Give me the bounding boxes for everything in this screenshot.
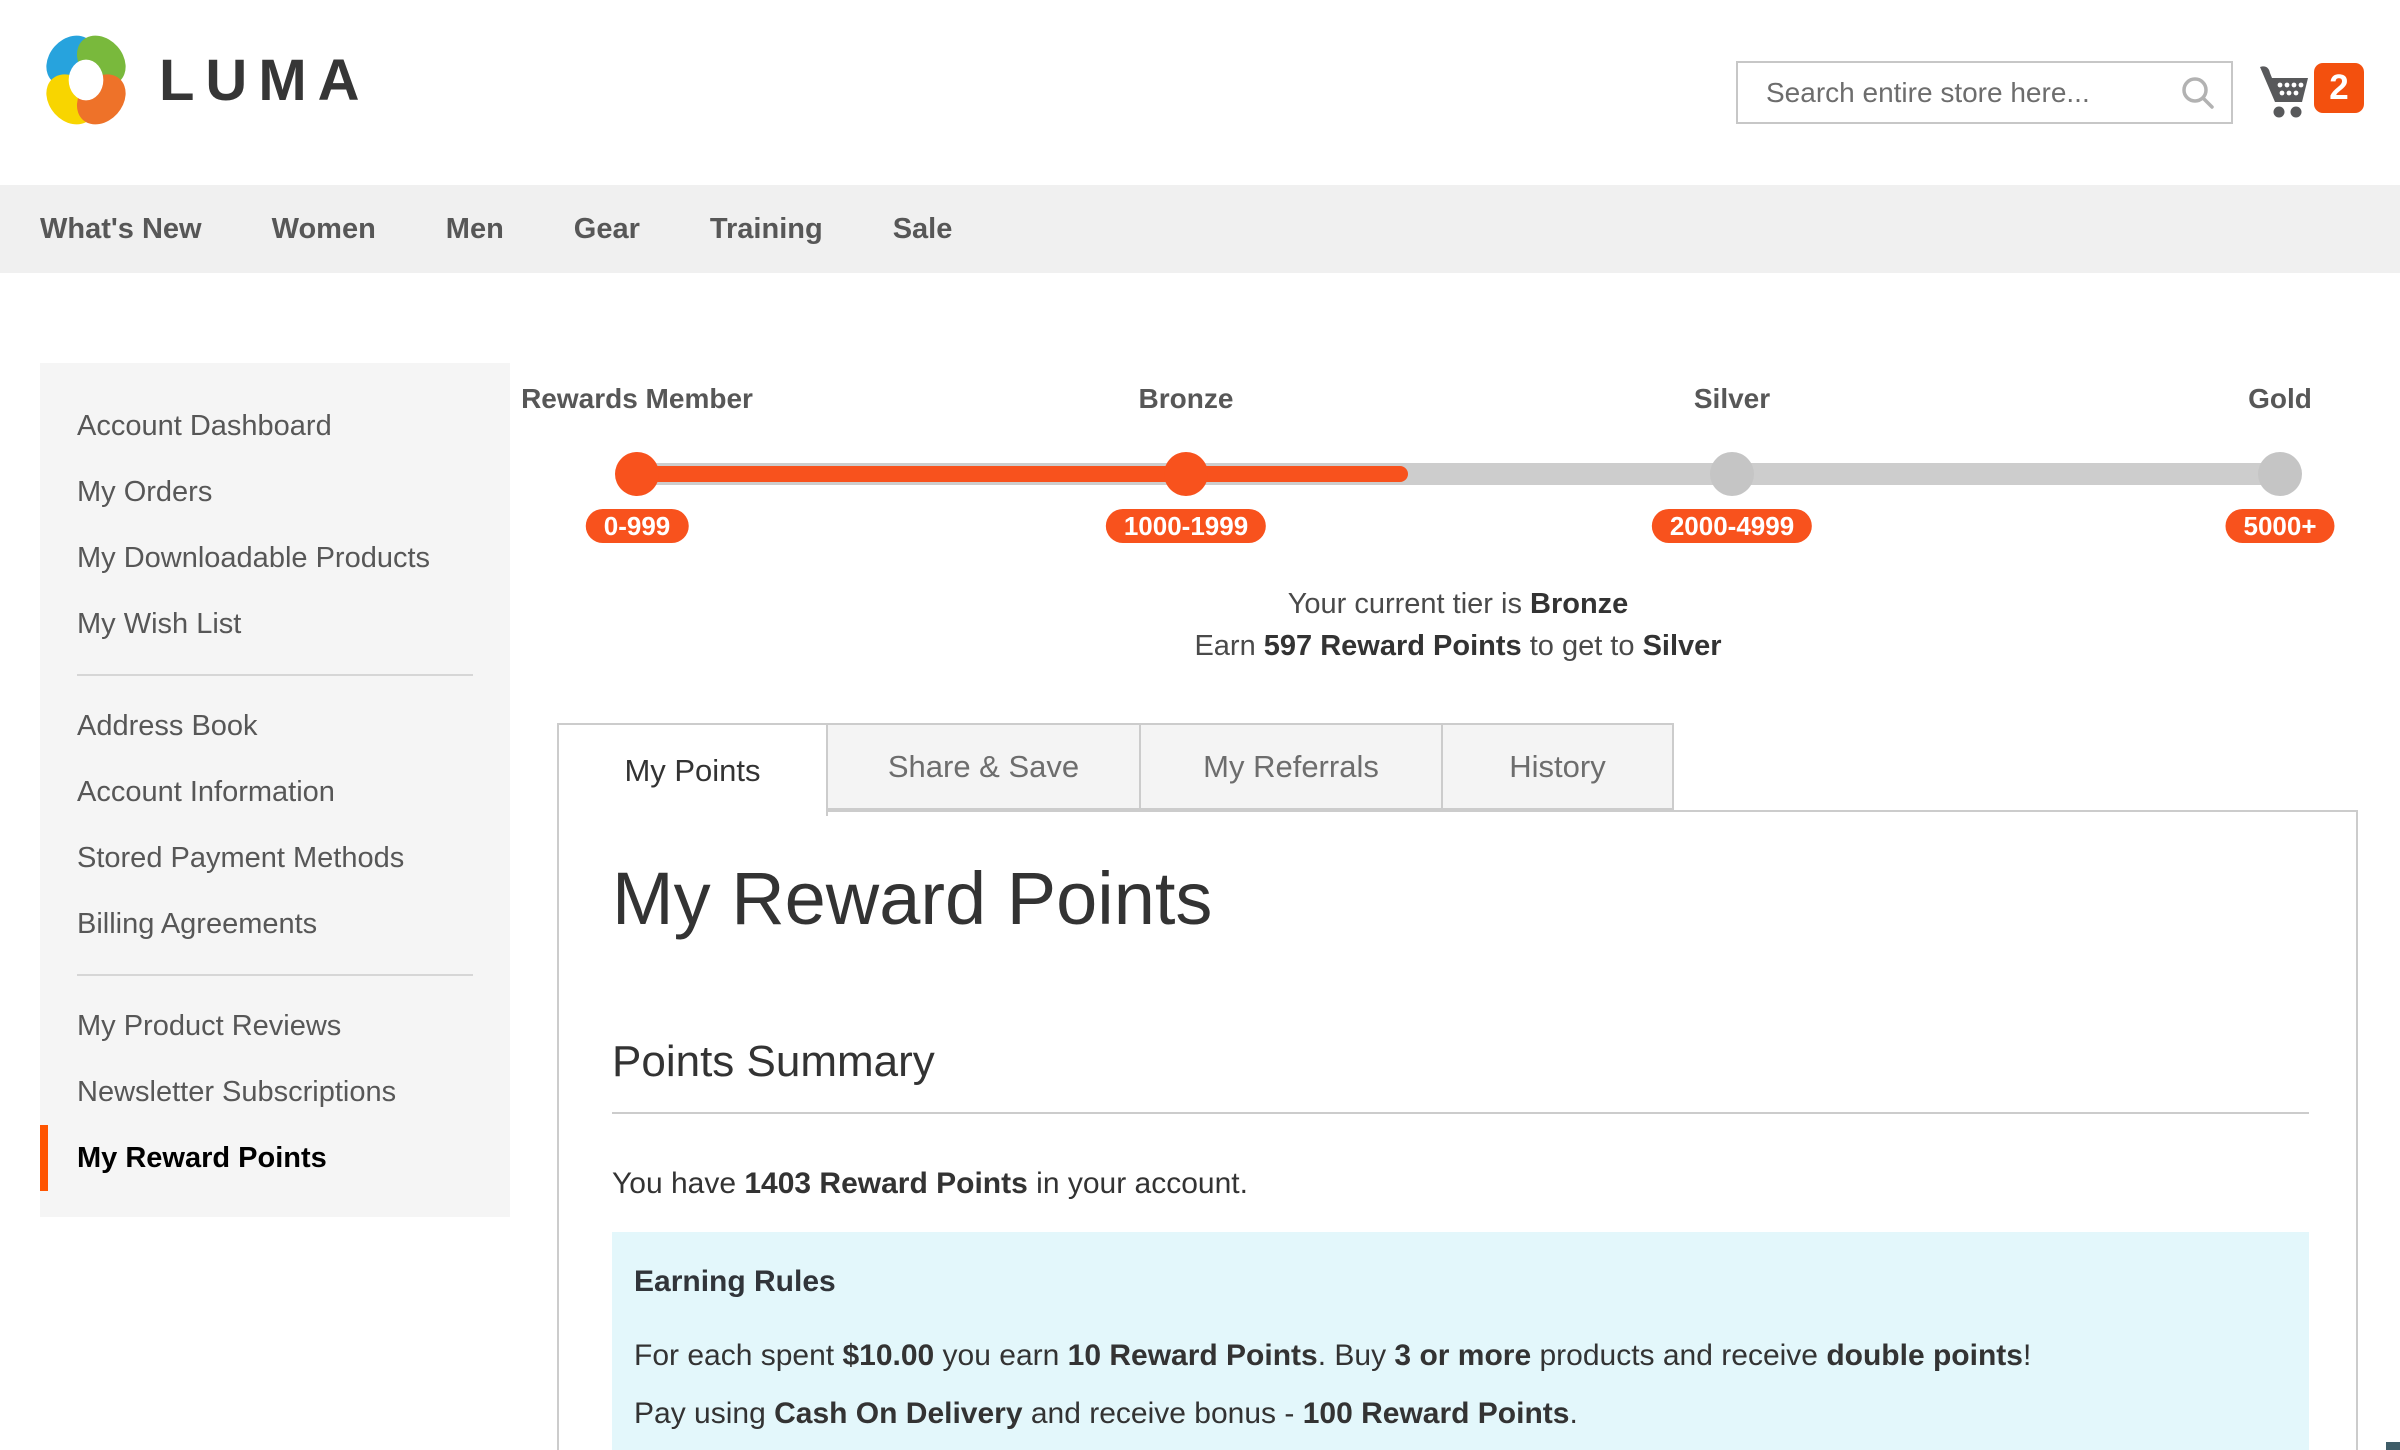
tab-content-panel: My Reward Points Points Summary You have… bbox=[557, 810, 2358, 1450]
tab-my-referrals[interactable]: My Referrals bbox=[1139, 723, 1443, 810]
search-box bbox=[1736, 61, 2233, 124]
earning-rules-title: Earning Rules bbox=[634, 1265, 836, 1298]
page-title: My Reward Points bbox=[612, 857, 1213, 940]
earning-rule-text: For each spent $10.00 you earn 10 Reward… bbox=[634, 1339, 2032, 1372]
earning-rule-text: Pay using Cash On Delivery and receive b… bbox=[634, 1397, 1578, 1430]
nav-item-training[interactable]: Training bbox=[709, 213, 823, 245]
cart-count-badge[interactable]: 2 bbox=[2314, 63, 2364, 113]
sidebar-item-account-information[interactable]: Account Information bbox=[77, 775, 335, 808]
reward-tabs: My Points Share & Save My Referrals Hist… bbox=[557, 723, 1674, 816]
sidebar-item-my-orders[interactable]: My Orders bbox=[77, 475, 213, 508]
sidebar-item-my-downloadable-products[interactable]: My Downloadable Products bbox=[77, 541, 431, 574]
header: LUMA 2 bbox=[0, 0, 2400, 185]
points-balance-text: You have 1403 Reward Points in your acco… bbox=[612, 1167, 1248, 1200]
tier-range-pill: 0-999 bbox=[585, 509, 689, 543]
sidebar-divider bbox=[77, 974, 473, 976]
points-summary-title: Points Summary bbox=[612, 1037, 935, 1086]
sidebar-item-stored-payment-methods[interactable]: Stored Payment Methods bbox=[77, 841, 405, 874]
minicart[interactable]: 2 bbox=[2258, 60, 2378, 130]
tier-range-pill: 1000-1999 bbox=[1105, 509, 1267, 543]
sidebar-item-my-wish-list[interactable]: My Wish List bbox=[77, 607, 242, 640]
luma-flower-logo-icon bbox=[46, 35, 126, 125]
current-tier-text: Your current tier is Bronze bbox=[1287, 588, 1629, 620]
account-sidebar: Account Dashboard My Orders My Downloada… bbox=[40, 363, 510, 1217]
tier-label-rewards-member: Rewards Member bbox=[521, 383, 753, 414]
tier-label-bronze: Bronze bbox=[1138, 383, 1234, 414]
brand-wordmark: LUMA bbox=[159, 47, 371, 113]
tab-history[interactable]: History bbox=[1441, 723, 1674, 810]
sidebar-item-billing-agreements[interactable]: Billing Agreements bbox=[77, 907, 318, 940]
nav-item-gear[interactable]: Gear bbox=[573, 213, 640, 245]
sidebar-divider bbox=[77, 674, 473, 676]
sidebar-item-my-reward-points[interactable]: My Reward Points bbox=[40, 1125, 510, 1191]
scrollbar-corner bbox=[2386, 1442, 2400, 1450]
earn-to-next-tier-text: Earn 597 Reward Points to get to Silver bbox=[1194, 630, 1722, 662]
tier-range-pill: 5000+ bbox=[2225, 509, 2335, 543]
nav-item-sale[interactable]: Sale bbox=[892, 213, 953, 245]
tier-label-gold: Gold bbox=[2248, 383, 2312, 414]
section-divider bbox=[612, 1112, 2309, 1114]
sidebar-item-account-dashboard[interactable]: Account Dashboard bbox=[77, 409, 332, 442]
tier-label-silver: Silver bbox=[1693, 383, 1771, 414]
sidebar-item-address-book[interactable]: Address Book bbox=[77, 709, 258, 742]
nav-item-whats-new[interactable]: What's New bbox=[40, 213, 202, 245]
sidebar-item-my-product-reviews[interactable]: My Product Reviews bbox=[77, 1009, 342, 1042]
tier-dot bbox=[1164, 452, 1208, 496]
tier-dot bbox=[615, 452, 659, 496]
progress-fill bbox=[617, 466, 1408, 482]
tab-my-points[interactable]: My Points bbox=[557, 723, 828, 816]
tier-range-pill: 2000-4999 bbox=[1651, 509, 1813, 543]
sidebar-item-newsletter-subscriptions[interactable]: Newsletter Subscriptions bbox=[77, 1075, 397, 1108]
store-logo[interactable]: LUMA bbox=[41, 28, 371, 132]
tier-dot bbox=[1710, 452, 1754, 496]
earning-rules-box: Earning Rules For each spent $10.00 you … bbox=[612, 1232, 2309, 1450]
progress-track bbox=[617, 463, 2300, 485]
search-input[interactable] bbox=[1738, 63, 2196, 122]
tier-dot bbox=[2258, 452, 2302, 496]
cart-icon bbox=[2260, 66, 2308, 118]
nav-item-men[interactable]: Men bbox=[445, 213, 504, 245]
tab-share-and-save[interactable]: Share & Save bbox=[826, 723, 1141, 810]
search-icon[interactable] bbox=[2179, 74, 2217, 112]
main-nav: What's New Women Men Gear Training Sale bbox=[0, 185, 2400, 273]
nav-item-women[interactable]: Women bbox=[271, 213, 376, 245]
